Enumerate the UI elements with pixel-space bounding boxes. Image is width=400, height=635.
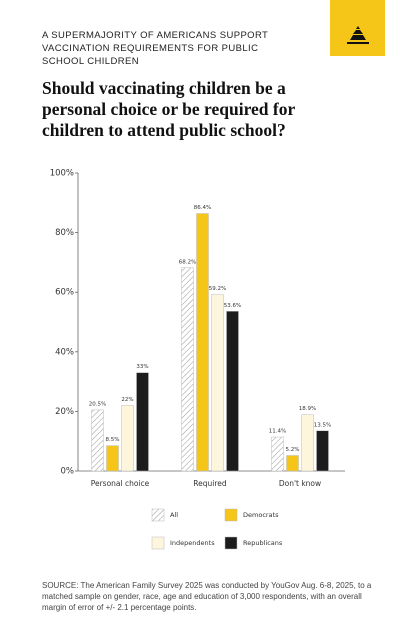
- value-label: 13.5%: [314, 422, 331, 428]
- value-label: 20.5%: [89, 401, 106, 407]
- source: SOURCE: The American Family Survey 2025 …: [42, 581, 372, 612]
- bar: [211, 294, 224, 472]
- value-label: 22%: [121, 397, 133, 403]
- bar: [196, 213, 209, 472]
- title: Should vaccinating children be a persona…: [42, 78, 295, 140]
- x-tick-label: Personal choice: [91, 479, 150, 488]
- bar: [121, 405, 134, 472]
- x-tick-label: Required: [193, 479, 227, 488]
- legend-label: All: [170, 511, 178, 519]
- bar: [316, 430, 329, 472]
- kicker: A SUPERMAJORITY OF AMERICANS SUPPORT VAC…: [42, 30, 269, 67]
- value-label: 11.4%: [269, 429, 286, 435]
- logo-icon: [347, 26, 369, 44]
- bar: [301, 414, 314, 472]
- value-label: 86.4%: [194, 205, 211, 211]
- y-tick-label: 80%: [55, 228, 74, 238]
- bar: [226, 311, 239, 472]
- value-label: 68.2%: [179, 259, 196, 265]
- y-tick-label: 40%: [55, 347, 74, 357]
- bar: [106, 445, 119, 472]
- legend-swatch: [224, 536, 238, 550]
- value-label: 5.2%: [286, 447, 300, 453]
- legend-label: Republicans: [243, 539, 283, 547]
- value-label: 18.9%: [299, 406, 316, 412]
- value-label: 59.2%: [209, 286, 226, 292]
- x-tick-label: Don't know: [279, 479, 321, 488]
- bar: [91, 409, 104, 472]
- bar: [286, 455, 299, 472]
- logo: [330, 0, 385, 56]
- y-tick-label: 60%: [55, 288, 74, 298]
- bar: [181, 267, 194, 472]
- bar: [271, 436, 284, 472]
- value-label: 33%: [136, 364, 148, 370]
- bar: [136, 372, 149, 472]
- legend-label: Independents: [170, 539, 215, 547]
- legend-swatch: [151, 508, 165, 522]
- y-tick-label: 100%: [50, 169, 74, 179]
- legend-label: Democrats: [243, 511, 279, 519]
- y-tick-label: 20%: [55, 407, 74, 417]
- value-label: 53.6%: [224, 303, 241, 309]
- y-tick-label: 0%: [61, 467, 75, 477]
- value-label: 8.5%: [106, 437, 120, 443]
- legend-swatch: [151, 536, 165, 550]
- legend-swatch: [224, 508, 238, 522]
